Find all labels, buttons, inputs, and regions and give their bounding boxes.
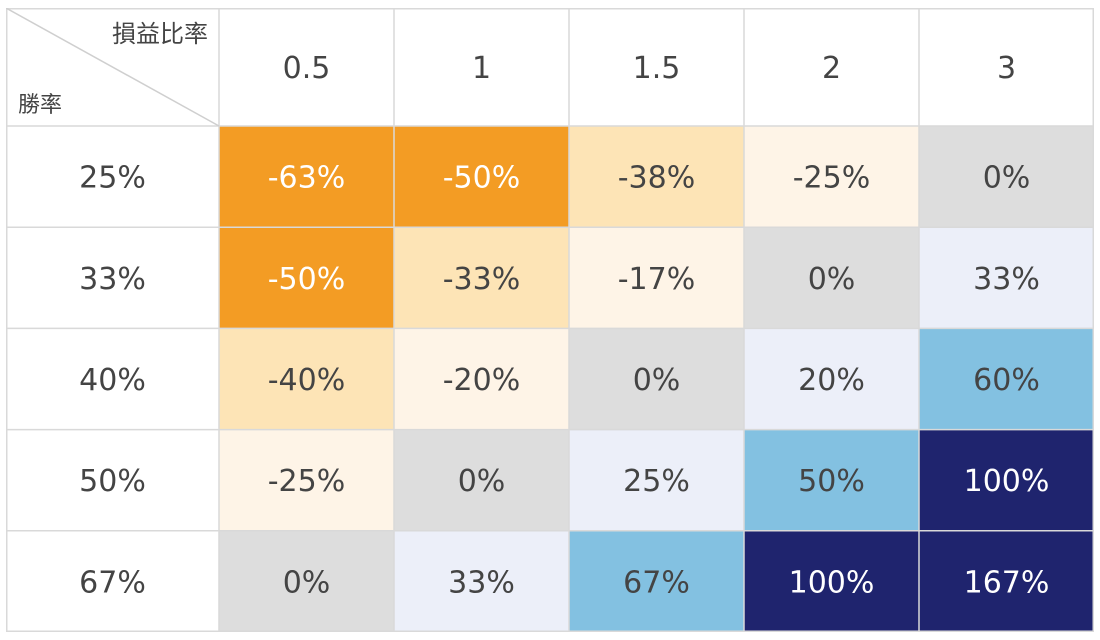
cell-value-label: -38% <box>618 161 696 196</box>
heatmap-cell <box>919 429 1094 531</box>
cell-value-label: 0% <box>458 464 506 499</box>
cell-value-label: 0% <box>808 262 856 297</box>
heatmap-cell <box>219 429 394 531</box>
heatmap-cell <box>394 328 569 430</box>
column-header: 1 <box>472 51 491 86</box>
cell-value-label: -50% <box>268 262 346 297</box>
heatmap-cells: -63% -50% -38% -25% 0% -50% -33% -17% 0% 33% -40% -… <box>219 126 1094 632</box>
cell-value-label: -25% <box>793 161 871 196</box>
cell-value-label: 25% <box>623 464 690 499</box>
heatmap-cell <box>744 227 919 329</box>
heatmap-cell <box>569 530 744 632</box>
cell-value-label: 0% <box>283 565 331 600</box>
cell-value-label: 100% <box>789 565 875 600</box>
column-header: 1.5 <box>633 51 681 86</box>
cell-value-label: 33% <box>973 262 1040 297</box>
cell-value-label: -17% <box>618 262 696 297</box>
cell-value-label: -50% <box>443 161 521 196</box>
cell-value-label: -40% <box>268 363 346 398</box>
heatmap-cell <box>919 227 1094 329</box>
row-label: 50% <box>79 464 146 499</box>
heatmap-cell <box>744 126 919 228</box>
heatmap-cell <box>919 328 1094 430</box>
row-label: 33% <box>79 262 146 297</box>
row-label: 40% <box>79 363 146 398</box>
column-header: 0.5 <box>283 51 331 86</box>
heatmap-cell <box>919 126 1094 228</box>
heatmap-cell <box>219 328 394 430</box>
heatmap-cell <box>394 227 569 329</box>
cell-value-label: 33% <box>448 565 515 600</box>
heatmap-cell <box>394 530 569 632</box>
heatmap-cell <box>219 227 394 329</box>
heatmap-cell <box>569 429 744 531</box>
heatmap-cell <box>569 227 744 329</box>
cell-value-label: -63% <box>268 161 346 196</box>
heatmap-cell <box>569 328 744 430</box>
row-label: 67% <box>79 565 146 600</box>
cell-value-label: -33% <box>443 262 521 297</box>
column-header: 2 <box>822 51 841 86</box>
heatmap-cell <box>744 530 919 632</box>
profit-ratio-heatmap: -63% -50% -38% -25% 0% -50% -33% -17% 0% 33% -40% -… <box>6 8 1094 632</box>
column-header: 3 <box>997 51 1016 86</box>
heatmap-cell <box>394 126 569 228</box>
heatmap-cell <box>744 429 919 531</box>
cell-value-label: 0% <box>983 161 1031 196</box>
row-axis-label: 勝率 <box>18 93 62 118</box>
heatmap-cell <box>394 429 569 531</box>
heatmap-cell <box>569 126 744 228</box>
cell-value-label: -20% <box>443 363 521 398</box>
cell-value-label: 0% <box>633 363 681 398</box>
cell-value-label: 167% <box>964 565 1050 600</box>
heatmap-cell <box>744 328 919 430</box>
row-label: 25% <box>79 161 146 196</box>
row-labels: 25% 33% 40% 50% 67% <box>79 161 146 601</box>
cell-value-label: -25% <box>268 464 346 499</box>
cell-value-label: 60% <box>973 363 1040 398</box>
corner-diagonal <box>6 8 220 127</box>
cell-value-label: 100% <box>964 464 1050 499</box>
heatmap-cell <box>219 530 394 632</box>
cell-value-label: 50% <box>798 464 865 499</box>
grid-border <box>6 8 1094 632</box>
heatmap-cell <box>219 126 394 228</box>
column-axis-label: 損益比率 <box>112 20 208 48</box>
heatmap-grid <box>6 8 1094 632</box>
cell-value-label: 20% <box>798 363 865 398</box>
heatmap-cell <box>919 530 1094 632</box>
cell-value-label: 67% <box>623 565 690 600</box>
column-headers: 0.5 1 1.5 2 3 <box>283 51 1016 86</box>
